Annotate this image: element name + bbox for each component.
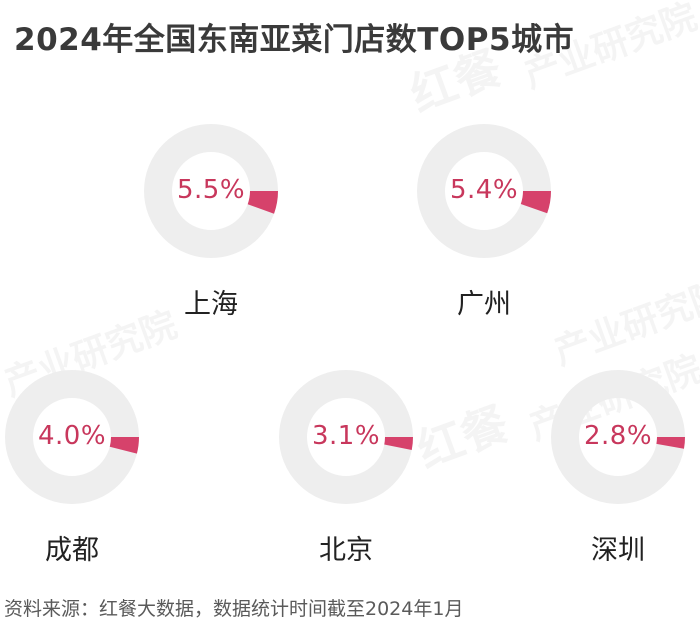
ring-value-arc [656,436,685,449]
ring-value-arc [520,190,551,214]
value-label: 5.5% [176,175,246,205]
ring-value-arc [109,436,139,454]
value-label: 3.1% [311,421,381,451]
city-label: 广州 [457,289,511,320]
value-label: 2.8% [583,421,653,451]
value-label: 4.0% [37,421,107,451]
city-label: 成都 [45,535,99,566]
city-label: 北京 [319,535,373,566]
value-label: 5.4% [449,175,519,205]
ring-value-arc [384,436,413,450]
chart-title: 2024年全国东南亚菜门店数TOP5城市 [14,22,575,58]
source-note: 资料来源：红餐大数据，数据统计时间截至2024年1月 [4,598,464,620]
city-label: 上海 [184,289,238,320]
ring-value-arc [247,190,278,214]
city-label: 深圳 [591,535,645,566]
